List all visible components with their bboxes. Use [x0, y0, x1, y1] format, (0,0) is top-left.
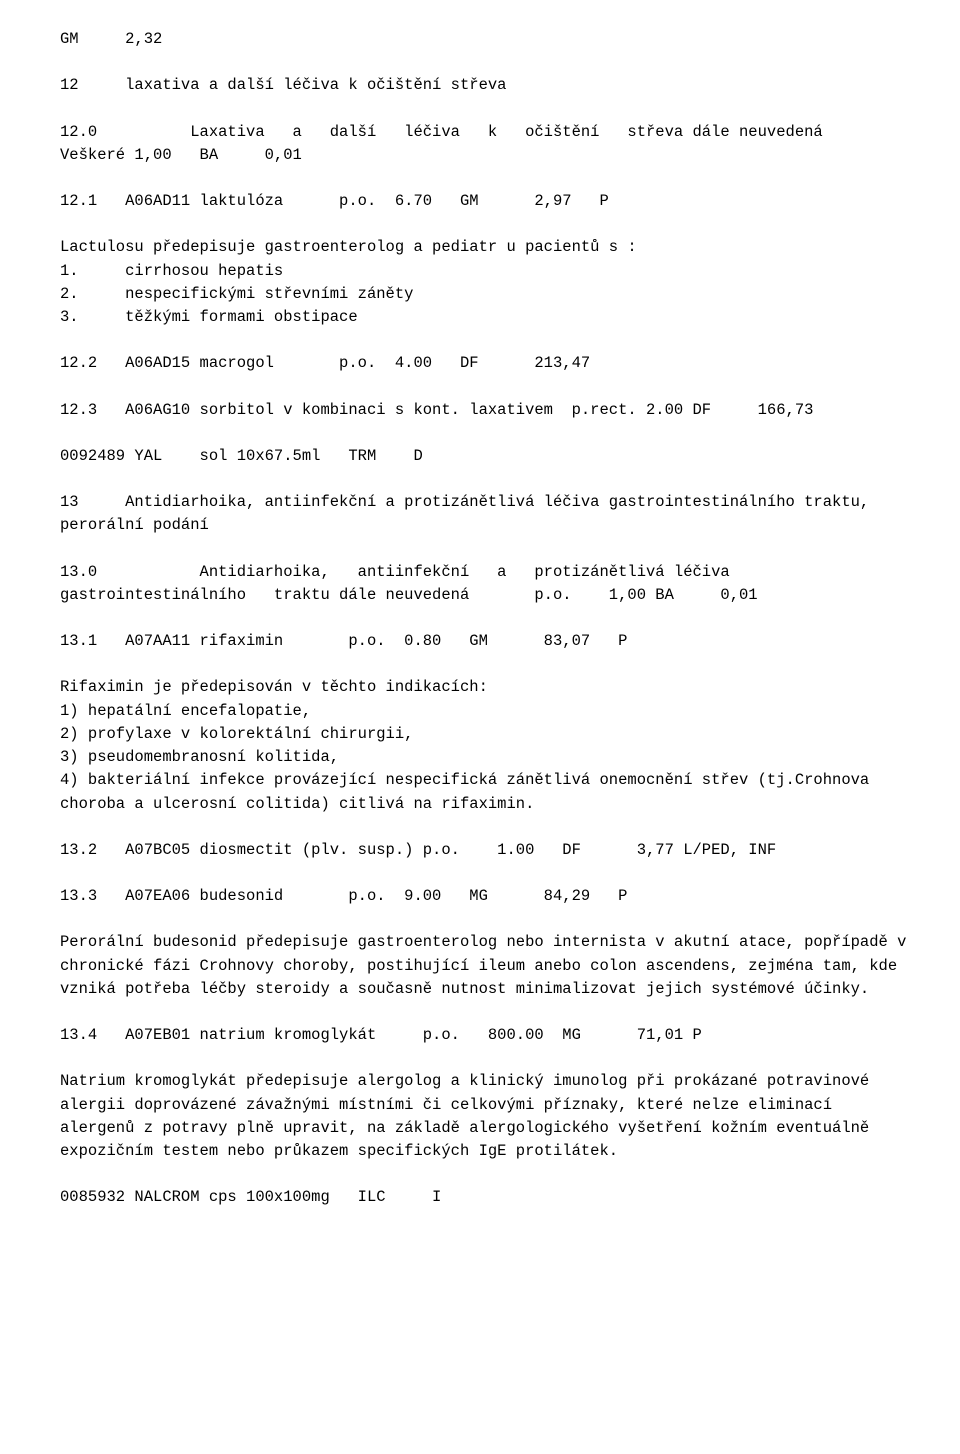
entry-13-2: 13.2 A07BC05 diosmectit (plv. susp.) p.o…: [60, 839, 910, 862]
note-lactulosu-1: 1. cirrhosou hepatis: [60, 260, 910, 283]
entry-12-2: 12.2 A06AD15 macrogol p.o. 4.00 DF 213,4…: [60, 352, 910, 375]
note-rifaximin-4: 4) bakteriální infekce provázející nespe…: [60, 769, 910, 816]
entry-12-0: 12.0 Laxativa a další léčiva k očištění …: [60, 121, 910, 168]
entry-13-1: 13.1 A07AA11 rifaximin p.o. 0.80 GM 83,0…: [60, 630, 910, 653]
note-natrium-kromoglykat: Natrium kromoglykát předepisuje alergolo…: [60, 1070, 910, 1163]
entry-13-3: 13.3 A07EA06 budesonid p.o. 9.00 MG 84,2…: [60, 885, 910, 908]
header-unit: GM 2,32: [60, 28, 910, 51]
product-yal: 0092489 YAL sol 10x67.5ml TRM D: [60, 445, 910, 468]
product-nalcrom: 0085932 NALCROM cps 100x100mg ILC I: [60, 1186, 910, 1209]
note-budesonid: Perorální budesonid předepisuje gastroen…: [60, 931, 910, 1001]
note-rifaximin-1: 1) hepatální encefalopatie,: [60, 700, 910, 723]
note-rifaximin-2: 2) profylaxe v kolorektální chirurgii,: [60, 723, 910, 746]
entry-12-1: 12.1 A06AD11 laktulóza p.o. 6.70 GM 2,97…: [60, 190, 910, 213]
note-lactulosu-2: 2. nespecifickými střevními záněty: [60, 283, 910, 306]
note-rifaximin-3: 3) pseudomembranosní kolitida,: [60, 746, 910, 769]
note-lactulosu-3: 3. těžkými formami obstipace: [60, 306, 910, 329]
section-13-title: 13 Antidiarhoika, antiinfekční a protizá…: [60, 491, 910, 538]
entry-12-3: 12.3 A06AG10 sorbitol v kombinaci s kont…: [60, 399, 910, 422]
note-rifaximin-intro: Rifaximin je předepisován v těchto indik…: [60, 676, 910, 699]
section-12-title: 12 laxativa a další léčiva k očištění st…: [60, 74, 910, 97]
note-lactulosu-intro: Lactulosu předepisuje gastroenterolog a …: [60, 236, 910, 259]
entry-13-4: 13.4 A07EB01 natrium kromoglykát p.o. 80…: [60, 1024, 910, 1047]
entry-13-0: 13.0 Antidiarhoika, antiinfekční a proti…: [60, 561, 910, 608]
